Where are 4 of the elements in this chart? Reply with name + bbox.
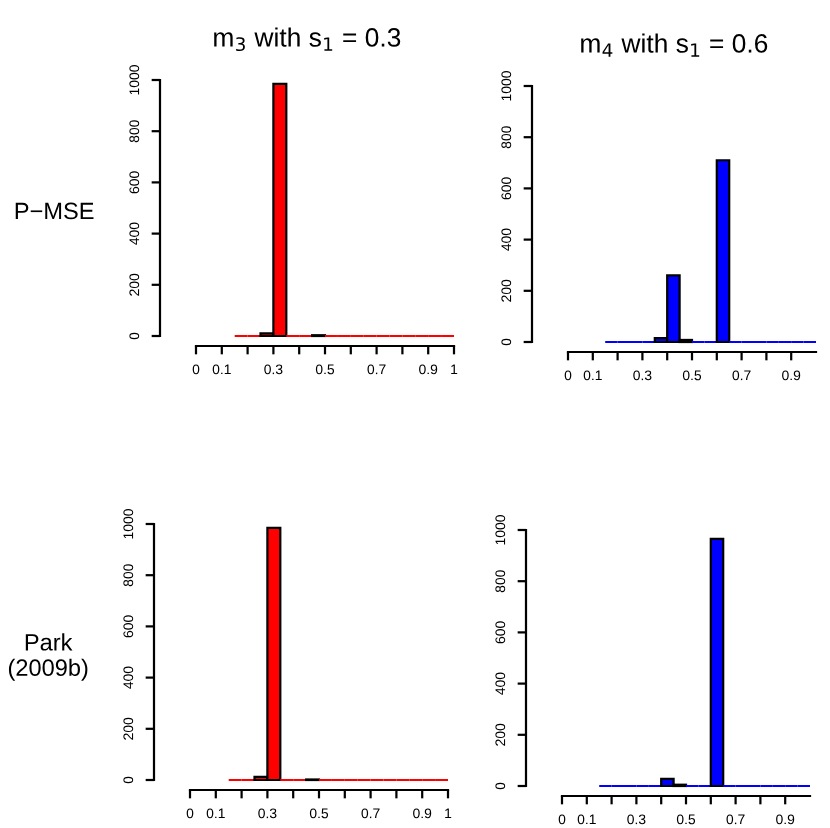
chart-title: m$_{3}$ with s$_{1}$ = 0.3 (214, 27, 401, 52)
chart-title: m$_{4}$ with s$_{1}$ = 0.6 (581, 33, 768, 57)
y-axis-title: P−MSE (15, 202, 94, 220)
y-axis-title: Park (2009b) (8, 633, 88, 681)
